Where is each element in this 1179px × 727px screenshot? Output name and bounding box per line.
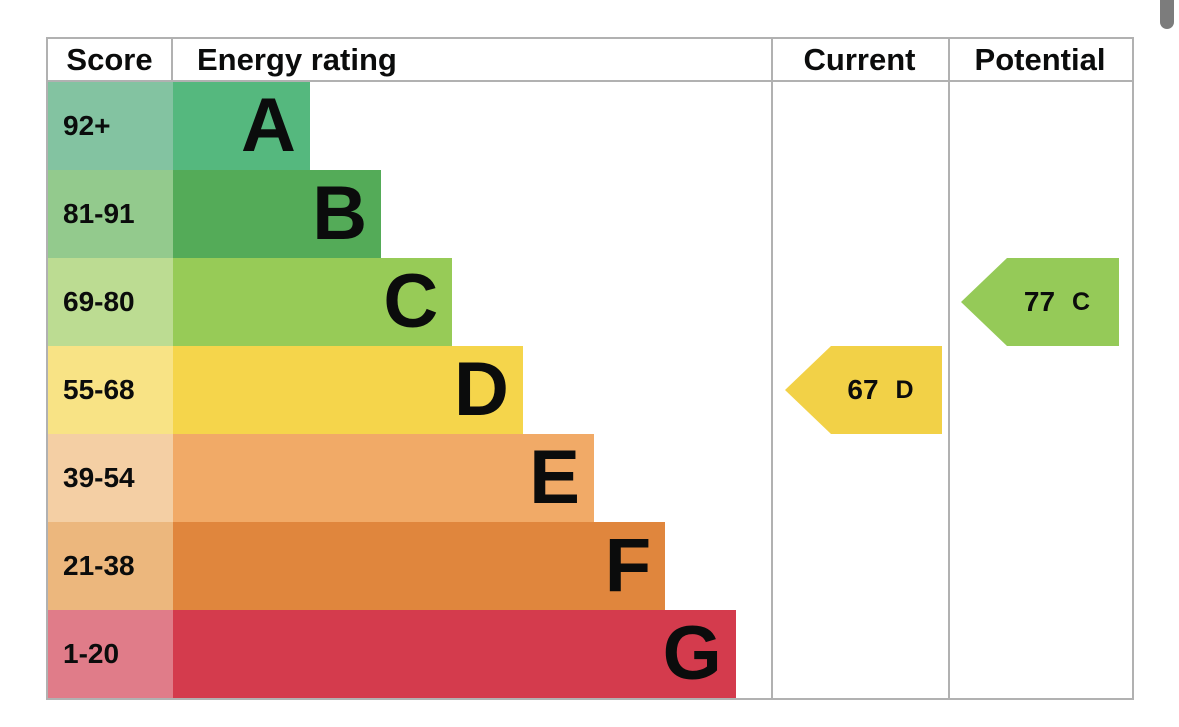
band-score-label: 81-91 [63,198,135,229]
band-bar-b: B [173,170,382,258]
band-score-cell: 1-20 [48,610,173,698]
band-score-cell: 21-38 [48,522,173,610]
header-current: Current [803,41,916,77]
current-cell [771,522,948,610]
band-letter-f: F [604,523,652,608]
current-cell [771,170,948,258]
band-rating-cell: C [173,258,771,346]
band-letter-e: E [529,435,580,520]
band-bar-f: F [173,522,666,610]
band-letter-c: C [383,259,439,344]
header-energy-rating: Energy rating [197,41,397,77]
potential-cell [948,610,1132,698]
band-score-cell: 81-91 [48,170,173,258]
band-rating-cell: F [173,522,771,610]
band-rating-cell: D [173,346,771,434]
column-divider-current [771,39,773,698]
band-rating-cell: B [173,170,771,258]
potential-cell [948,82,1132,170]
column-divider-potential [948,39,950,698]
band-row-c: 69-80 C [48,258,1132,346]
band-score-cell: 92+ [48,82,173,170]
band-bar-g: G [173,610,736,698]
band-score-cell: 39-54 [48,434,173,522]
band-bar-d: D [173,346,523,434]
scrollbar-thumb[interactable] [1160,0,1174,29]
current-cell [771,258,948,346]
band-letter-d: D [453,347,509,432]
band-row-a: 92+ A [48,82,1132,170]
band-rating-cell: E [173,434,771,522]
band-bar-c: C [173,258,453,346]
band-bar-e: E [173,434,594,522]
band-rows: 92+ A 81-91 B 69-80 C [48,82,1132,698]
band-score-label: 55-68 [63,374,135,405]
table-header-row: Score Energy rating Current Potential [48,39,1132,82]
band-row-d: 55-68 D [48,346,1132,434]
potential-cell [948,346,1132,434]
potential-cell [948,170,1132,258]
band-score-label: 39-54 [63,462,135,493]
current-rating-value: 67 [847,374,879,405]
band-score-label: 21-38 [63,550,135,581]
band-letter-b: B [312,171,368,256]
potential-cell [948,434,1132,522]
band-rating-cell: A [173,82,771,170]
header-potential: Potential [974,41,1106,77]
band-score-label: 1-20 [63,638,120,669]
current-cell [771,610,948,698]
header-score: Score [48,39,173,80]
band-score-cell: 69-80 [48,258,173,346]
band-letter-g: G [662,611,722,696]
energy-rating-table: Score Energy rating Current Potential 92… [46,37,1134,700]
potential-cell [948,522,1132,610]
band-row-g: 1-20 G [48,610,1132,698]
band-letter-a: A [241,83,296,168]
band-row-e: 39-54 E [48,434,1132,522]
band-score-label: 92+ [63,110,111,141]
band-bar-a: A [173,82,310,170]
potential-rating-band: C [1072,287,1091,316]
band-row-b: 81-91 B [48,170,1132,258]
current-rating-band: D [895,375,914,404]
band-row-f: 21-38 F [48,522,1132,610]
band-rating-cell: G [173,610,771,698]
current-cell [771,82,948,170]
potential-rating-value: 77 [1023,286,1056,317]
band-score-label: 69-80 [63,286,135,317]
current-cell [771,434,948,522]
band-score-cell: 55-68 [48,346,173,434]
